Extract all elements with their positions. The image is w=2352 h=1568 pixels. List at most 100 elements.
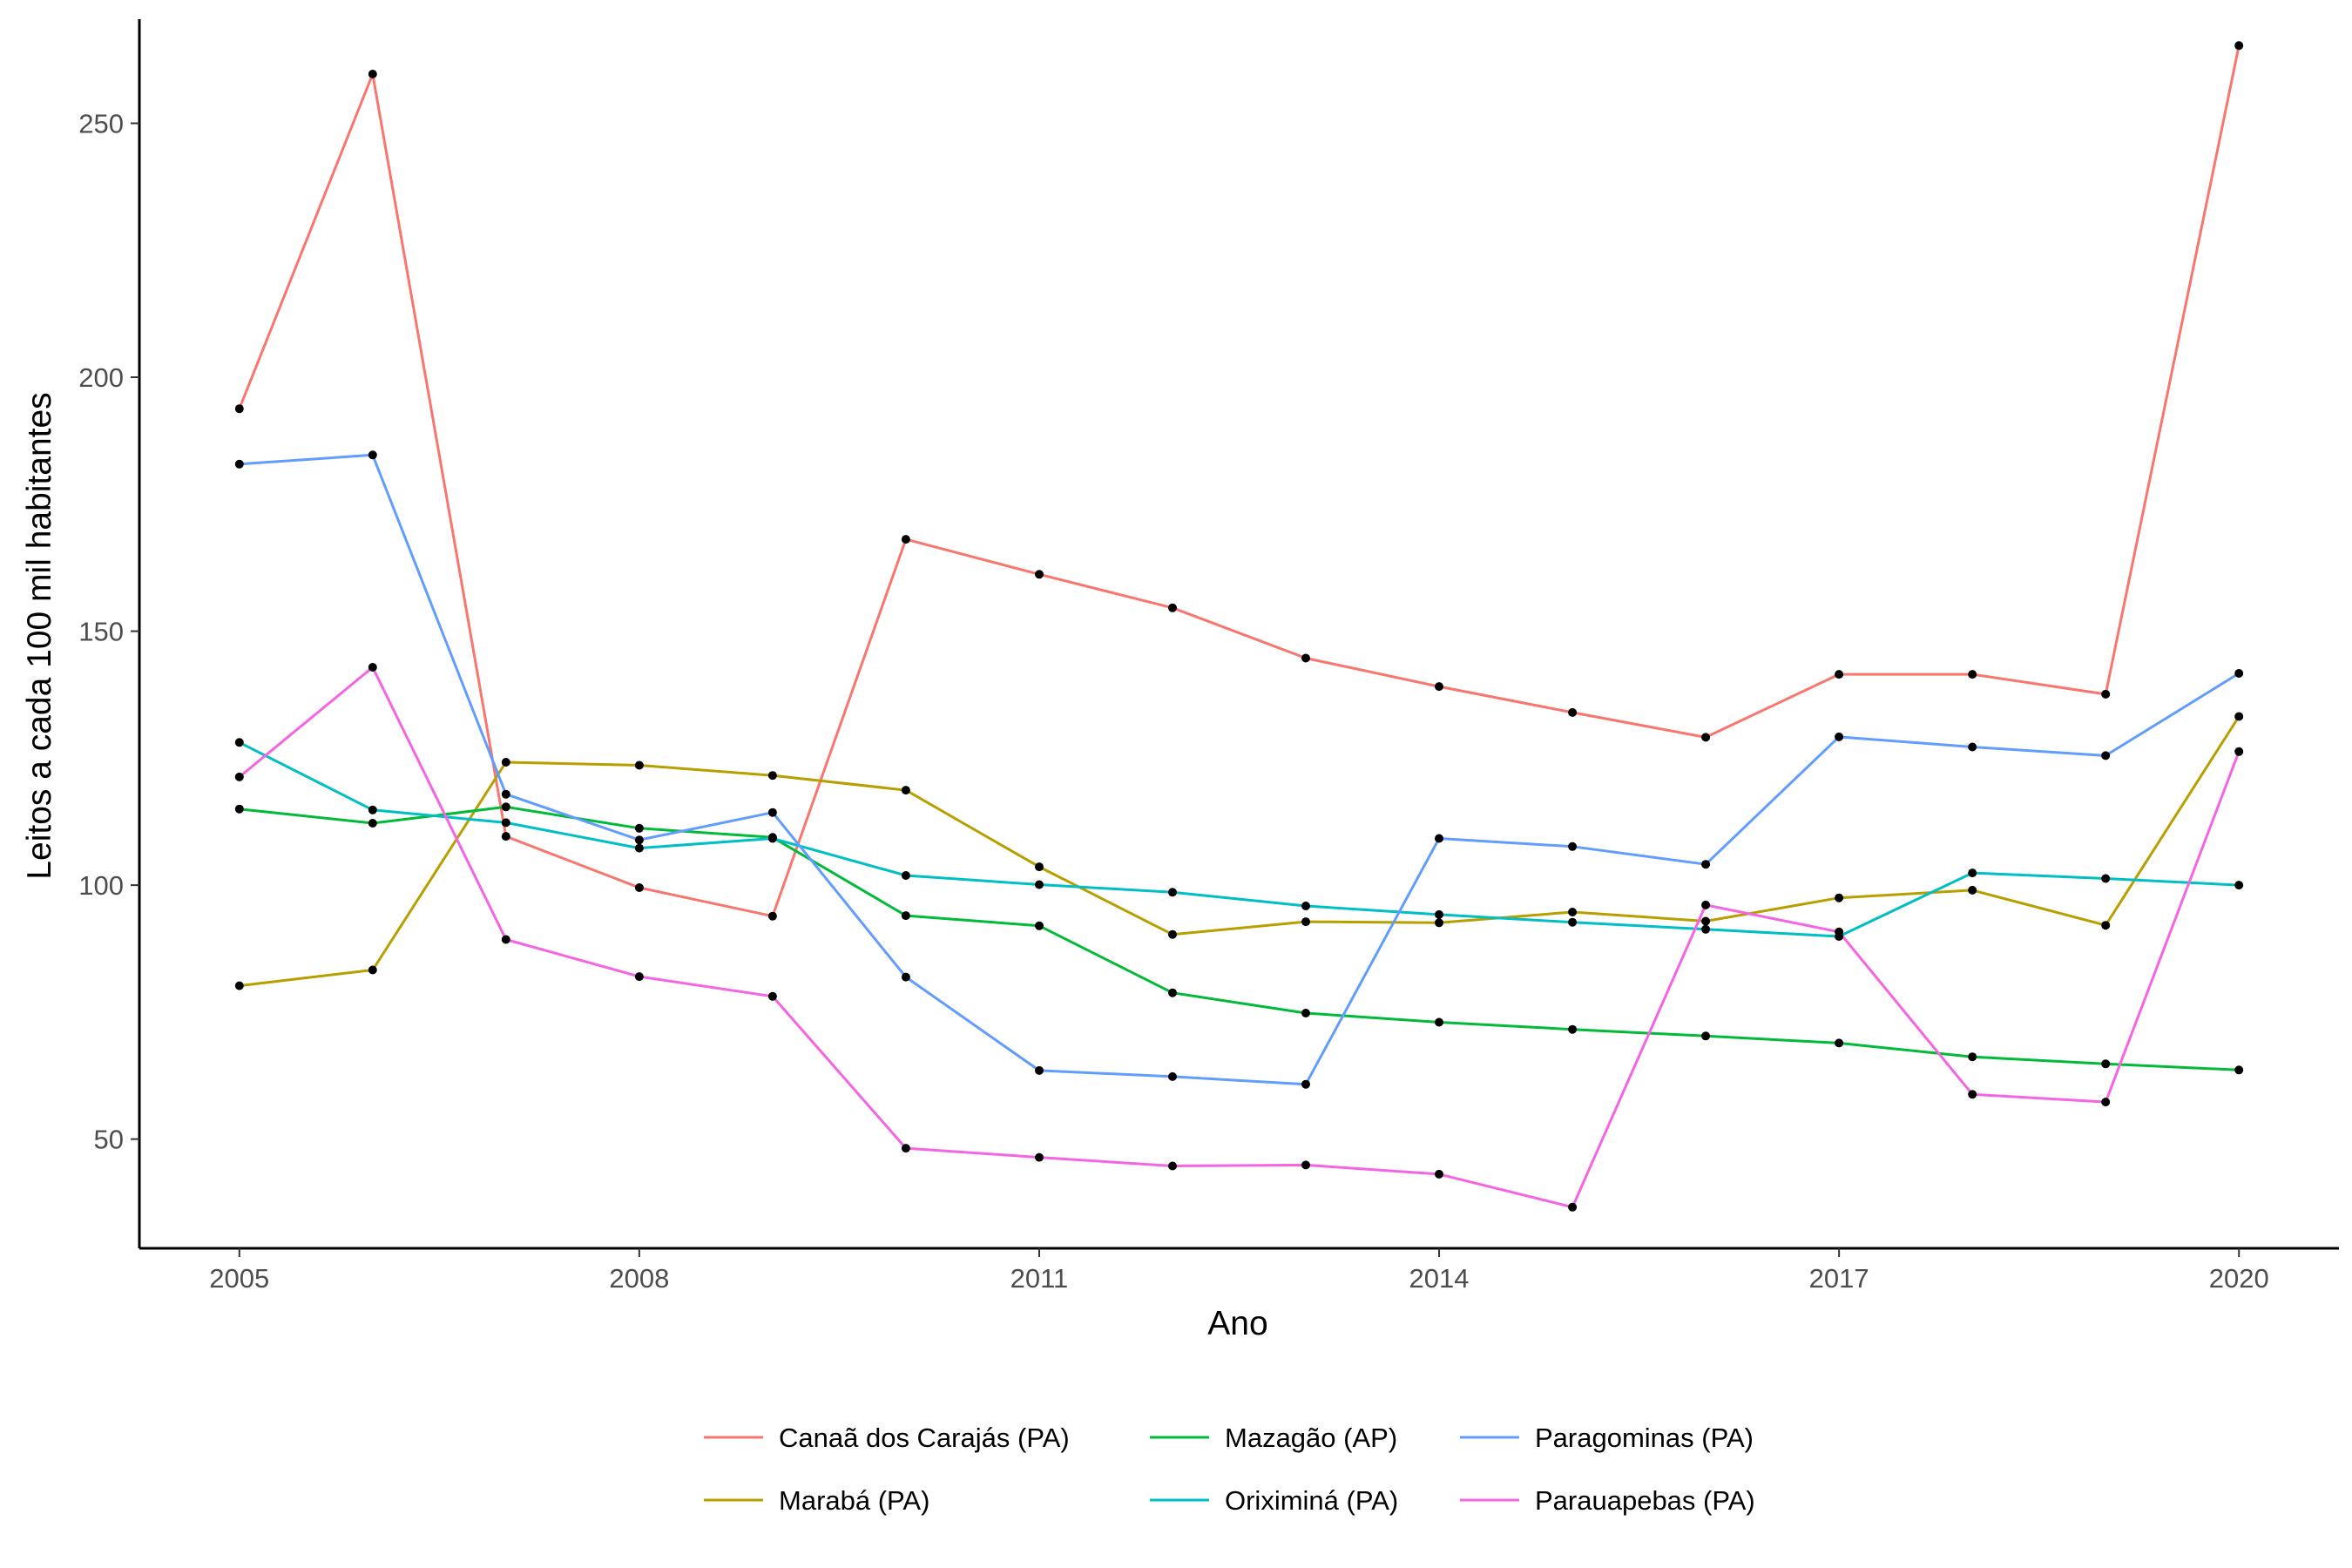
- data-point: [1168, 929, 1177, 939]
- data-point: [2234, 747, 2244, 756]
- data-point: [1301, 1009, 1310, 1017]
- data-point: [234, 404, 244, 414]
- data-point: [1168, 1161, 1177, 1171]
- x-tick-label: 2020: [2209, 1263, 2269, 1294]
- data-point: [1968, 1052, 1977, 1062]
- data-point: [1968, 742, 1977, 752]
- x-tick-label: 2011: [1010, 1263, 1069, 1294]
- data-point: [1568, 841, 1578, 851]
- data-point: [501, 935, 510, 944]
- data-point: [234, 772, 244, 781]
- data-point: [767, 771, 777, 781]
- data-point: [1168, 603, 1177, 612]
- data-point: [368, 819, 377, 828]
- data-point: [1035, 862, 1044, 872]
- data-point: [368, 805, 377, 814]
- data-point: [1035, 570, 1044, 579]
- data-point: [1968, 670, 1977, 679]
- data-point: [2101, 1098, 2111, 1107]
- data-point: [234, 459, 244, 469]
- data-point: [634, 972, 644, 982]
- x-tick-label: 2017: [1809, 1263, 1869, 1294]
- data-point: [901, 871, 910, 880]
- data-point: [501, 832, 510, 841]
- data-point: [1035, 880, 1044, 889]
- data-point: [1301, 653, 1310, 663]
- data-point: [634, 823, 644, 833]
- data-point: [767, 834, 777, 843]
- series-line: [238, 666, 2240, 1209]
- data-point: [2234, 1065, 2244, 1075]
- legend-label: Canaã dos Carajás (PA): [779, 1423, 1070, 1453]
- legend-label: Marabá (PA): [779, 1485, 929, 1516]
- data-point: [901, 786, 910, 795]
- data-point: [2101, 1059, 2111, 1069]
- data-point: [1835, 893, 1844, 902]
- y-tick-label: 100: [78, 870, 124, 901]
- y-tick-label: 250: [78, 109, 124, 139]
- plot-area: [234, 41, 2244, 1212]
- data-point: [1435, 1017, 1443, 1027]
- y-axis-title: Leitos a cada 100 mil habitantes: [21, 392, 58, 879]
- data-point: [1301, 917, 1310, 927]
- legend-label: Parauapebas (PA): [1535, 1485, 1755, 1516]
- x-tick-label: 2005: [209, 1263, 269, 1294]
- data-point: [1435, 909, 1443, 919]
- data-point: [1701, 860, 1711, 869]
- data-point: [1835, 927, 1844, 936]
- data-point: [1701, 900, 1711, 909]
- data-point: [1701, 916, 1711, 926]
- data-point: [634, 760, 644, 770]
- data-point: [767, 808, 777, 817]
- data-point: [2101, 921, 2111, 930]
- data-point: [1035, 921, 1044, 930]
- data-point: [1968, 868, 1977, 878]
- data-point: [634, 843, 644, 853]
- data-point: [368, 70, 377, 78]
- data-point: [368, 450, 377, 460]
- data-point: [234, 804, 244, 814]
- legend: Canaã dos Carajás (PA) Marabá (PA) Mazagão…: [704, 1423, 1755, 1516]
- data-point: [634, 835, 644, 845]
- series-line: [238, 44, 2240, 918]
- data-point: [1035, 1152, 1044, 1162]
- data-point: [767, 991, 777, 1001]
- data-point: [1568, 1202, 1578, 1212]
- data-point: [1968, 1090, 1977, 1099]
- data-point: [2234, 881, 2244, 890]
- data-point: [1568, 1024, 1578, 1034]
- data-point: [634, 883, 644, 892]
- data-point: [368, 965, 377, 975]
- data-point: [368, 663, 377, 672]
- data-point: [901, 911, 910, 921]
- series-line: [239, 715, 2240, 988]
- data-point: [1835, 1038, 1844, 1048]
- data-point: [1035, 1065, 1044, 1075]
- data-point: [901, 535, 910, 544]
- data-point: [501, 789, 510, 799]
- data-point: [1435, 682, 1443, 692]
- data-point: [1168, 988, 1177, 997]
- y-tick-label: 150: [78, 617, 124, 647]
- data-point: [501, 818, 510, 828]
- data-point: [1835, 670, 1844, 679]
- data-point: [1701, 924, 1711, 934]
- data-point: [234, 981, 244, 990]
- data-point: [1968, 885, 1977, 895]
- x-axis-title: Ano: [1207, 1305, 1267, 1342]
- x-tick-label: 2014: [1409, 1263, 1470, 1294]
- data-point: [1835, 732, 1844, 741]
- data-point: [1701, 1031, 1711, 1041]
- data-point: [1568, 707, 1578, 717]
- y-axis-ticks: 50 100 150 200 250: [78, 109, 139, 1155]
- series-line: [239, 740, 2240, 938]
- series-line: [239, 805, 2240, 1071]
- data-point: [1568, 908, 1578, 916]
- data-point: [1301, 902, 1310, 910]
- data-point: [2234, 669, 2244, 678]
- data-point: [1435, 918, 1443, 928]
- data-point: [1168, 888, 1177, 897]
- legend-label: Mazagão (AP): [1225, 1423, 1397, 1453]
- data-point: [1568, 917, 1578, 927]
